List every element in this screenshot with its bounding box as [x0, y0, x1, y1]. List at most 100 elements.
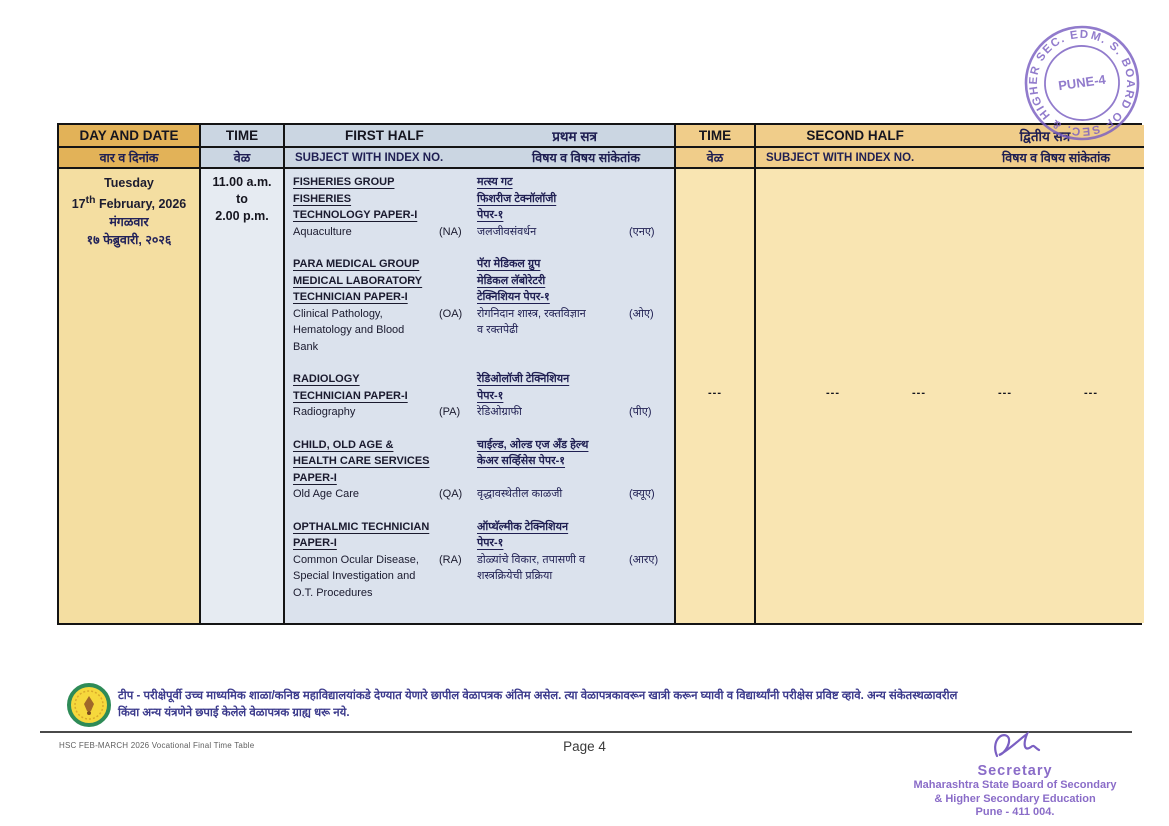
subject-en: Special Investigation and: [293, 570, 416, 582]
subject-en: MEDICAL LABORATORY: [293, 274, 423, 287]
subject-line: MEDICAL LABORATORY मेडिकल लॅबोरेटरी: [293, 273, 670, 290]
subject-line: Old Age Care (QA) वृद्धावस्थेतील काळजी (क्य…: [293, 486, 670, 503]
subject-line: TECHNICIAN PAPER-I टेक्निशियन पेपर-१: [293, 289, 670, 306]
subject-mr: [477, 339, 676, 356]
index-code-mr: (ओए): [629, 307, 654, 320]
subject-en: Common Ocular Disease,: [293, 553, 419, 566]
subject-mr: टेक्निशियन पेपर-१: [477, 291, 550, 303]
time-to: to: [236, 192, 248, 206]
placeholder-dash: ---: [826, 387, 840, 399]
subject-en: Hematology and Blood: [293, 324, 405, 336]
subject-en: FISHERIES GROUP: [293, 176, 395, 188]
subject-en: TECHNICIAN PAPER-I: [293, 291, 408, 303]
header-day-date-mr: वार व दिनांक: [59, 148, 199, 169]
date-mr: १७ फेब्रुवारी, २०२६: [86, 233, 172, 248]
subject-line: OPTHALMIC TECHNICIAN ऑप्थॅल्मीक टेक्निशिय…: [293, 519, 670, 536]
board-emblem-logo: [67, 683, 111, 727]
header-first-half-mr: प्रथम सत्र: [552, 128, 597, 144]
subject-mr: डोळ्यांचे विकार, तपासणी व: [477, 553, 586, 566]
subject-en: Old Age Care: [293, 488, 360, 500]
header-subject1: SUBJECT WITH INDEX NO. विषय व विषय सांके…: [285, 148, 674, 169]
stamp-center-text: PUNE-4: [1057, 72, 1107, 94]
subject-en: Aquaculture: [293, 225, 352, 238]
index-code-mr: (एनए): [629, 225, 655, 238]
subject-mr: फिशरीज टेक्नॉलॉजी: [477, 192, 557, 205]
subject-line: Bank: [293, 339, 670, 356]
header-second-half-en: SECOND HALF: [806, 128, 904, 143]
subject-mr: पेपर-१: [477, 389, 504, 402]
timetable: DAY AND DATE वार व दिनांक Tuesday 17th F…: [57, 123, 1144, 625]
subject-en: OPTHALMIC TECHNICIAN: [293, 520, 430, 533]
subject-line: PAPER-I: [293, 470, 670, 487]
subject-line: PAPER-I पेपर-१: [293, 535, 670, 552]
subject-en: Radiography: [293, 406, 356, 418]
subject-mr: रेडिओग्राफी: [477, 406, 522, 418]
index-code-en: (PA): [439, 406, 461, 418]
index-code-mr: (पीए): [629, 406, 652, 418]
header-time2-mr: वेळ: [676, 148, 754, 169]
index-code-en: (NA): [439, 225, 462, 238]
subject-en: PARA MEDICAL GROUP: [293, 258, 420, 270]
subject-en: RADIOLOGY: [293, 373, 360, 385]
cell-second-half: --- --- --- ---: [756, 169, 1144, 623]
subject-mr: [477, 470, 676, 487]
subject-group: PARA MEDICAL GROUP पॅरा मेडिकल ग्रुप MEDIC…: [293, 256, 670, 355]
index-code-mr: (आरए): [629, 553, 659, 566]
footer-document-title: HSC FEB-MARCH 2026 Vocational Final Time…: [59, 741, 255, 750]
subject-en: TECHNICIAN PAPER-I: [293, 389, 408, 402]
date-en: 17th February, 2026: [71, 195, 187, 212]
subject-en: FISHERIES: [293, 192, 352, 205]
signature-block: Secretary Maharashtra State Board of Sec…: [880, 728, 1150, 820]
day-name-en: Tuesday: [104, 176, 154, 190]
subject-line: Hematology and Blood व रक्तपेढी: [293, 322, 670, 339]
cell-day-date: Tuesday 17th February, 2026 मंगळवार १७ फ…: [59, 169, 199, 623]
index-code-en: (QA): [439, 488, 463, 500]
subject-group: OPTHALMIC TECHNICIAN ऑप्थॅल्मीक टेक्निशिय…: [293, 519, 670, 602]
column-time-second: TIME वेळ ---: [676, 125, 756, 623]
subject-line: TECHNICIAN PAPER-I पेपर-१: [293, 388, 670, 405]
header-first-half-en: FIRST HALF: [345, 128, 424, 143]
cell-time-second: ---: [676, 169, 754, 623]
subject-group: RADIOLOGY रेडिओलॉजी टेक्निशियन TECHNICIAN …: [293, 371, 670, 421]
header-time1-mr: वेळ: [201, 148, 283, 169]
subject-en: PAPER-I: [293, 471, 337, 484]
time-start: 11.00 a.m.: [212, 175, 272, 189]
subject-mr: पेपर-१: [477, 209, 504, 221]
signature-org-line2: & Higher Secondary Education: [934, 792, 1096, 805]
note-text: टीप - परीक्षेपूर्वी उच्च माध्यमिक शाळा/क…: [118, 688, 1128, 722]
board-round-stamp: M. S. BOARD OF SEC. & HIGHER SEC. EDN. ✱…: [1009, 10, 1146, 144]
header-subject1-mr: विषय व विषय सांकेतांक: [532, 151, 640, 165]
index-code-mr: (क्यूए): [629, 488, 655, 500]
header-subject2-en: SUBJECT WITH INDEX NO.: [766, 151, 915, 164]
subject-mr: वृद्धावस्थेतील काळजी: [477, 488, 563, 500]
subject-mr: केअर सर्व्हिसेस पेपर-१: [477, 455, 566, 467]
signature-org-line3: Pune - 411 004.: [975, 806, 1055, 818]
page-number: Page 4: [563, 739, 606, 754]
subject-mr: रोगनिदान शास्त्र, रक्तविज्ञान: [477, 307, 586, 320]
header-time2-en: TIME: [676, 125, 754, 148]
subject-mr: जलजीवसंवर्धन: [477, 225, 537, 238]
note-line-1: टीप - परीक्षेपूर्वी उच्च माध्यमिक शाळा/क…: [118, 690, 958, 702]
subject-line: Clinical Pathology, (OA) रोगनिदान शास्त्र,…: [293, 306, 670, 323]
subject-en: Clinical Pathology,: [293, 307, 383, 320]
subject-line: Common Ocular Disease, (RA) डोळ्यांचे विका…: [293, 552, 670, 569]
subject-en: HEALTH CARE SERVICES: [293, 455, 430, 467]
subject-mr: मत्स्य गट: [477, 176, 513, 188]
subject-line: Special Investigation and शस्त्रक्रियेची …: [293, 568, 670, 585]
header-subject2: SUBJECT WITH INDEX NO. विषय व विषय सांके…: [756, 148, 1144, 169]
column-first-half: FIRST HALF प्रथम सत्र SUBJECT WITH INDEX…: [285, 125, 676, 623]
subject-en: TECHNOLOGY PAPER-I: [293, 209, 418, 221]
index-code-en: (RA): [439, 553, 462, 566]
subject-en: PAPER-I: [293, 537, 337, 549]
signatory-title: Secretary: [977, 763, 1053, 779]
note-line-2: किंवा अन्य यंत्रणेने छपाई केलेले वेळापत्…: [118, 707, 350, 719]
subject-mr: व रक्तपेढी: [477, 324, 519, 336]
column-second-half: SECOND HALF द्वितीय सत्र SUBJECT WITH IN…: [756, 125, 1144, 623]
subject-line: FISHERIES GROUP मत्स्य गट: [293, 174, 670, 191]
subject-line: TECHNOLOGY PAPER-I पेपर-१: [293, 207, 670, 224]
subject-line: FISHERIES फिशरीज टेक्नॉलॉजी: [293, 191, 670, 208]
subject-line: O.T. Procedures: [293, 585, 670, 602]
subject-en: CHILD, OLD AGE &: [293, 438, 394, 451]
subject-mr: रेडिओलॉजी टेक्निशियन: [477, 373, 570, 385]
